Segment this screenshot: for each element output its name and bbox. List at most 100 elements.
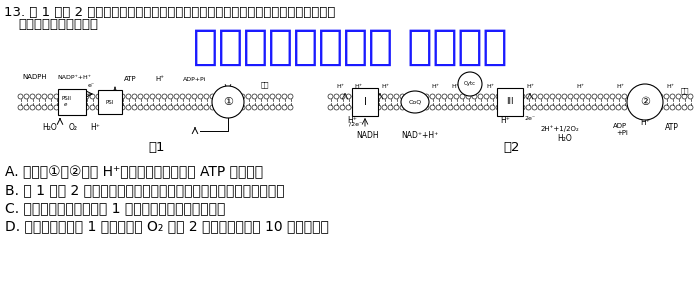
Circle shape [616,94,621,99]
Circle shape [628,105,633,110]
Circle shape [246,94,251,99]
Circle shape [60,94,65,99]
Circle shape [216,94,221,99]
Circle shape [252,105,257,110]
Circle shape [382,105,387,110]
Circle shape [168,105,173,110]
Circle shape [72,94,77,99]
Circle shape [334,105,339,110]
Circle shape [664,94,669,99]
Circle shape [472,105,477,110]
Circle shape [84,105,89,110]
Circle shape [682,94,687,99]
Circle shape [234,105,239,110]
Circle shape [150,105,155,110]
Circle shape [162,94,167,99]
Circle shape [598,94,603,99]
Circle shape [66,105,71,110]
Circle shape [676,94,681,99]
Circle shape [454,94,459,99]
Circle shape [430,105,435,110]
Circle shape [198,105,203,110]
Text: D. 同一细胞中，图 1 过程形成的 O₂ 被图 2 过程利用要经过 10 层磷脂分子: D. 同一细胞中，图 1 过程形成的 O₂ 被图 2 过程利用要经过 10 层磷… [5,219,329,233]
Circle shape [210,94,215,99]
Circle shape [186,94,191,99]
Circle shape [54,94,59,99]
Circle shape [240,105,245,110]
Circle shape [186,105,191,110]
Circle shape [78,94,83,99]
Text: NADH: NADH [357,131,379,140]
Circle shape [682,105,687,110]
Circle shape [634,105,639,110]
Circle shape [42,94,47,99]
Text: H⁺: H⁺ [90,123,100,132]
Circle shape [496,105,501,110]
Circle shape [664,105,669,110]
Circle shape [84,94,89,99]
Circle shape [252,94,257,99]
Text: 微信公众号关注： 趣找答案: 微信公众号关注： 趣找答案 [193,26,508,68]
Circle shape [406,105,411,110]
Circle shape [144,94,149,99]
Text: C. 只有叶肉细胞能进行图 1 过程，且只有白天才能进行: C. 只有叶肉细胞能进行图 1 过程，且只有白天才能进行 [5,201,225,215]
Circle shape [334,94,339,99]
Text: 2H⁺+1/2O₂: 2H⁺+1/2O₂ [540,125,580,132]
Circle shape [114,94,119,99]
Circle shape [580,94,585,99]
Circle shape [610,94,615,99]
Circle shape [646,105,651,110]
Circle shape [652,105,657,110]
Circle shape [652,94,657,99]
Text: A. 图中的①和②既是 H⁺的转运蛋白又是催化 ATP 合成的酶: A. 图中的①和②既是 H⁺的转运蛋白又是催化 ATP 合成的酶 [5,165,263,179]
Circle shape [502,94,507,99]
Circle shape [30,94,35,99]
FancyBboxPatch shape [58,89,86,115]
Text: B. 图 1 和图 2 中膜结构均属于生物膜系统，与细胞膜成分和结构相似: B. 图 1 和图 2 中膜结构均属于生物膜系统，与细胞膜成分和结构相似 [5,183,285,197]
Text: H⁺: H⁺ [451,84,459,89]
Circle shape [364,94,369,99]
Text: PSII: PSII [62,97,72,101]
Text: H⁺: H⁺ [666,84,674,89]
Text: 2e⁻: 2e⁻ [524,116,536,121]
Circle shape [54,105,59,110]
Circle shape [646,94,651,99]
Circle shape [90,105,95,110]
Circle shape [436,105,441,110]
Text: H⁺: H⁺ [616,84,624,89]
Circle shape [192,105,197,110]
Circle shape [120,105,125,110]
Circle shape [96,94,101,99]
Circle shape [358,105,363,110]
Circle shape [400,94,405,99]
Circle shape [150,94,155,99]
FancyBboxPatch shape [352,88,378,116]
Text: H⁺: H⁺ [500,116,510,125]
Circle shape [496,94,501,99]
Text: 下列相关描述正确的是: 下列相关描述正确的是 [18,18,98,31]
Circle shape [388,105,393,110]
Circle shape [448,105,453,110]
Circle shape [328,94,333,99]
Text: e: e [63,103,66,108]
Circle shape [502,105,507,110]
Circle shape [454,105,459,110]
Circle shape [400,105,405,110]
Text: Cytc: Cytc [464,82,476,87]
Circle shape [212,86,244,118]
Circle shape [430,94,435,99]
Circle shape [556,105,561,110]
Circle shape [574,94,579,99]
Text: H₂O: H₂O [558,134,573,143]
Circle shape [258,94,263,99]
Circle shape [448,94,453,99]
Circle shape [442,105,447,110]
Circle shape [622,94,627,99]
Circle shape [484,105,489,110]
Text: CoQ: CoQ [408,99,421,105]
Text: 图2: 图2 [503,141,519,154]
Circle shape [180,94,185,99]
Text: 13. 图 1 和图 2 是在马铃薯叶肉细胞的膜结构上进行光合作用和有氧呼吸的部分过程。: 13. 图 1 和图 2 是在马铃薯叶肉细胞的膜结构上进行光合作用和有氧呼吸的部… [4,6,335,19]
Circle shape [610,105,615,110]
Circle shape [640,105,645,110]
